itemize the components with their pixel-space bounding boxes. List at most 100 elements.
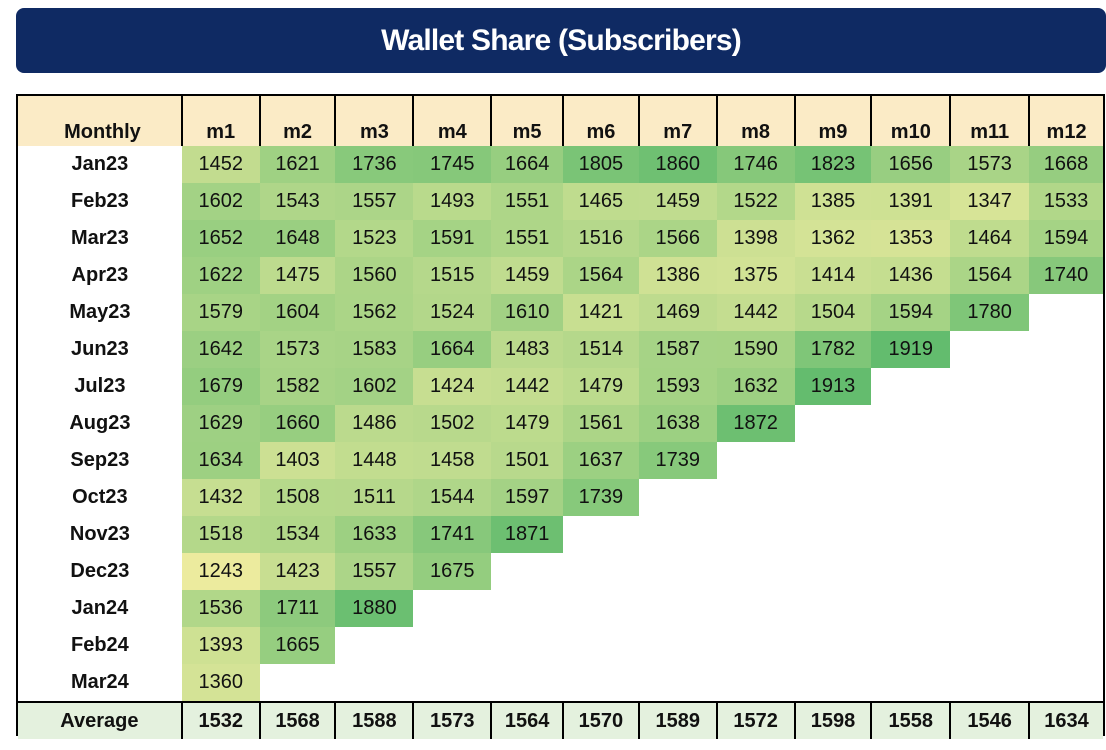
average-cell: 1532 — [180, 701, 260, 739]
value-cell: 1544 — [413, 479, 492, 516]
empty-cell — [1029, 553, 1103, 590]
value-cell: 1579 — [181, 294, 260, 331]
title-banner: Wallet Share (Subscribers) — [16, 8, 1106, 73]
value-cell: 1919 — [871, 331, 951, 368]
value-cell: 1622 — [181, 257, 260, 294]
value-cell: 1637 — [562, 442, 639, 479]
value-cell: 1543 — [259, 183, 336, 220]
value-cell: 1557 — [335, 553, 414, 590]
value-cell: 1469 — [638, 294, 717, 331]
value-cell: 1582 — [259, 368, 336, 405]
average-cell: 1568 — [258, 701, 336, 739]
empty-cell — [1029, 368, 1103, 405]
average-cell: 1573 — [412, 701, 492, 739]
empty-cell — [795, 405, 872, 442]
empty-cell — [871, 442, 950, 479]
value-cell: 1458 — [413, 442, 492, 479]
empty-cell — [1029, 664, 1103, 702]
row-label: Mar24 — [18, 664, 182, 702]
value-cell: 1424 — [413, 368, 492, 405]
value-cell: 1459 — [638, 183, 717, 220]
table-row: Jan24 1536 1711 1880 — [18, 590, 1103, 627]
column-header: m10 — [870, 96, 951, 146]
average-cell: 1570 — [561, 701, 639, 739]
empty-cell — [717, 553, 795, 590]
value-cell: 1502 — [413, 405, 492, 442]
column-header: m11 — [949, 96, 1030, 146]
empty-cell — [795, 516, 872, 553]
cohort-table: Monthly m1 m2 m3 m4 m5 m6 m7 m8 m9 m10 m11 m12 Jan2… — [18, 96, 1103, 739]
empty-cell — [1029, 590, 1103, 627]
table-row: Feb24 1393 1665 — [18, 627, 1103, 664]
value-cell: 1871 — [491, 516, 563, 553]
average-cell: 1634 — [1028, 701, 1103, 739]
value-cell: 1872 — [716, 405, 795, 442]
value-cell: 1741 — [413, 516, 492, 553]
empty-cell — [563, 590, 639, 627]
average-cell: 1546 — [949, 701, 1030, 739]
empty-cell — [717, 516, 795, 553]
empty-cell — [950, 368, 1029, 405]
value-cell: 1664 — [491, 146, 563, 183]
value-cell: 1398 — [716, 220, 795, 257]
value-cell: 1557 — [335, 183, 414, 220]
value-cell: 1711 — [259, 590, 336, 627]
value-cell: 1414 — [794, 257, 872, 294]
column-header: m2 — [258, 96, 336, 146]
value-cell: 1504 — [794, 294, 872, 331]
value-cell: 1602 — [335, 368, 414, 405]
empty-cell — [871, 553, 950, 590]
value-cell: 1385 — [794, 183, 872, 220]
empty-cell — [950, 405, 1029, 442]
value-cell: 1436 — [871, 257, 951, 294]
average-cell: 1564 — [490, 701, 563, 739]
average-cell: 1589 — [637, 701, 717, 739]
value-cell: 1594 — [871, 294, 951, 331]
value-cell: 1534 — [259, 516, 336, 553]
value-cell: 1593 — [638, 368, 717, 405]
value-cell: 1551 — [491, 220, 563, 257]
value-cell: 1638 — [638, 405, 717, 442]
value-cell: 1459 — [491, 257, 563, 294]
value-cell: 1423 — [259, 553, 336, 590]
value-cell: 1660 — [259, 405, 336, 442]
value-cell: 1913 — [794, 368, 872, 405]
value-cell: 1564 — [950, 257, 1030, 294]
header-row: Monthly m1 m2 m3 m4 m5 m6 m7 m8 m9 m10 m11 m12 — [18, 96, 1103, 146]
empty-cell — [795, 627, 872, 664]
value-cell: 1452 — [181, 146, 260, 183]
average-row: Average 1532 1568 1588 1573 1564 1570 1589 1572… — [18, 701, 1103, 739]
empty-cell — [871, 479, 950, 516]
table-row: May23 1579 1604 1562 1524 1610 1421 1469 1442 150… — [18, 294, 1103, 331]
value-cell: 1668 — [1029, 146, 1103, 183]
value-cell: 1514 — [562, 331, 639, 368]
table-row: Dec23 1243 1423 1557 1675 — [18, 553, 1103, 590]
value-cell: 1464 — [950, 220, 1030, 257]
empty-cell — [950, 331, 1029, 368]
cohort-table-frame: Monthly m1 m2 m3 m4 m5 m6 m7 m8 m9 m10 m11 m12 Jan2… — [16, 94, 1105, 739]
row-label: Jan23 — [18, 146, 182, 183]
value-cell: 1633 — [335, 516, 414, 553]
empty-cell — [639, 479, 717, 516]
row-label: Aug23 — [18, 405, 182, 442]
empty-cell — [717, 664, 795, 702]
value-cell: 1442 — [491, 368, 563, 405]
value-cell: 1746 — [716, 146, 795, 183]
table-row: Feb23 1602 1543 1557 1493 1551 1465 1459 1522 138… — [18, 183, 1103, 220]
value-cell: 1493 — [413, 183, 492, 220]
empty-cell — [1029, 442, 1103, 479]
value-cell: 1632 — [716, 368, 795, 405]
value-cell: 1391 — [871, 183, 951, 220]
value-cell: 1604 — [259, 294, 336, 331]
column-header: m7 — [637, 96, 717, 146]
empty-cell — [335, 664, 413, 702]
row-label: Mar23 — [18, 220, 182, 257]
empty-cell — [795, 553, 872, 590]
empty-cell — [1029, 294, 1103, 331]
value-cell: 1536 — [181, 590, 260, 627]
row-label: Jul23 — [18, 368, 182, 405]
empty-cell — [563, 553, 639, 590]
empty-cell — [413, 627, 491, 664]
value-cell: 1679 — [181, 368, 260, 405]
value-cell: 1448 — [335, 442, 414, 479]
